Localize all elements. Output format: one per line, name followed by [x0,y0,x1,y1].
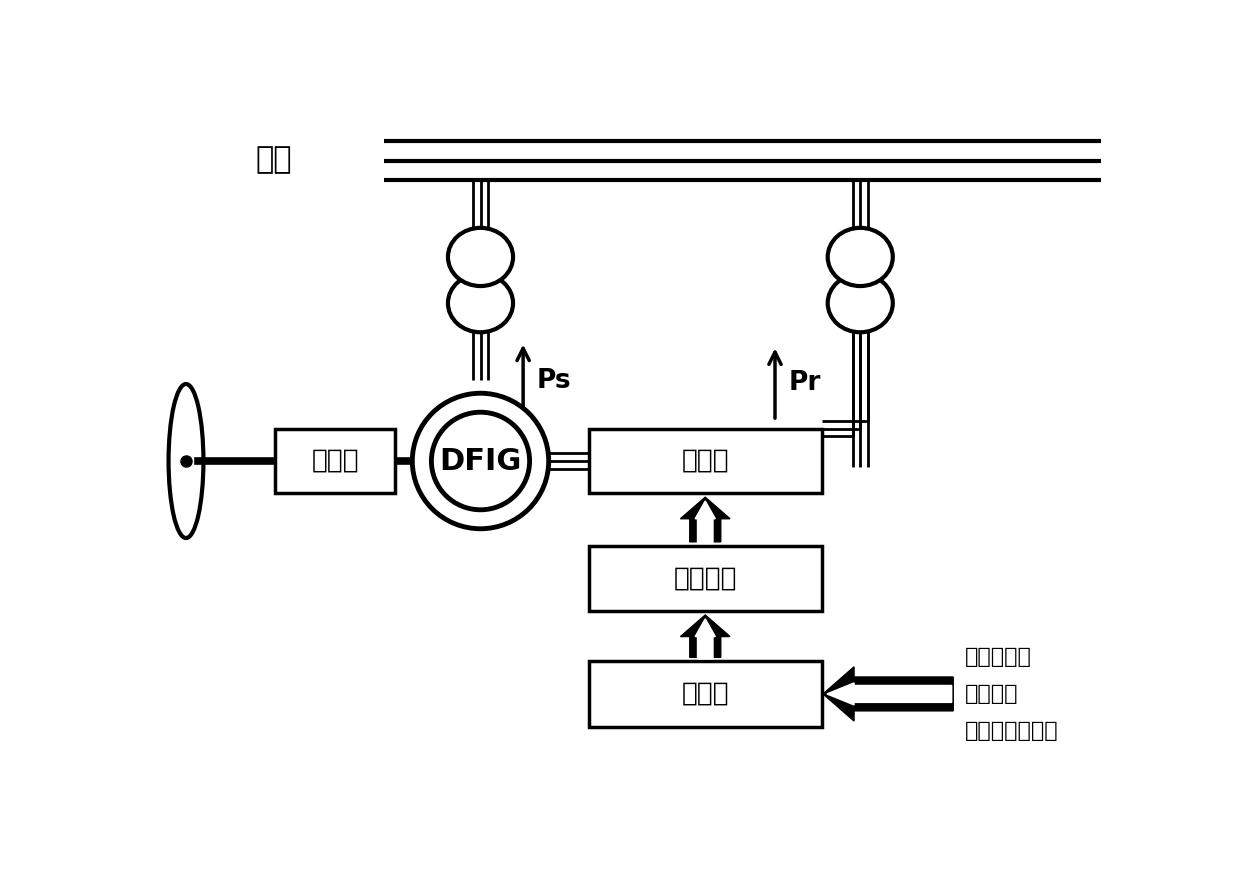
Text: 控制器: 控制器 [682,681,729,707]
Bar [275,429,396,493]
Text: 电网: 电网 [255,145,293,174]
Polygon shape [681,615,730,658]
Ellipse shape [828,228,893,286]
Polygon shape [696,501,715,544]
Ellipse shape [448,274,513,332]
Bar [589,661,821,726]
Bar [589,546,821,611]
Text: 齿轮笱: 齿轮笱 [311,448,360,474]
Ellipse shape [828,274,893,332]
Polygon shape [827,683,952,705]
Polygon shape [823,667,954,721]
Text: 发电机转速: 发电机转速 [965,647,1032,667]
Text: 定转子电压电流: 定转子电压电流 [965,721,1059,740]
Bar [589,429,821,493]
Polygon shape [696,619,715,659]
Text: Ps: Ps [537,368,572,394]
Text: 检测风速: 检测风速 [965,684,1018,704]
Circle shape [412,393,549,529]
Text: 驱动电路: 驱动电路 [673,565,737,592]
Ellipse shape [448,228,513,286]
Text: DFIG: DFIG [439,447,522,475]
Circle shape [432,412,529,510]
Text: Pr: Pr [789,370,821,396]
Text: 变流器: 变流器 [682,448,729,474]
Polygon shape [681,498,730,542]
